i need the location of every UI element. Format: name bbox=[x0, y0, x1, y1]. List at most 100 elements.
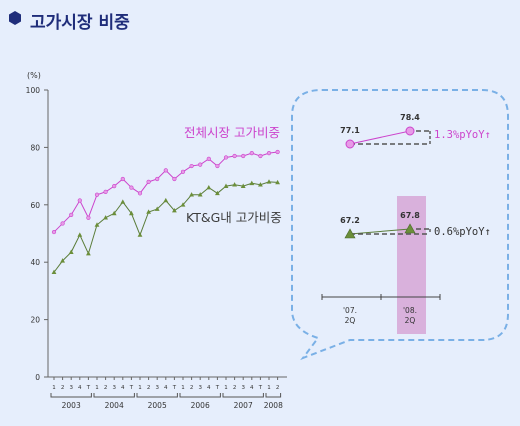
x-tick-label: 2 bbox=[61, 385, 65, 391]
inset-line-total-market bbox=[349, 130, 411, 145]
year-bracket bbox=[93, 393, 135, 398]
hexagon-bullet-icon bbox=[9, 11, 21, 25]
year-bracket bbox=[222, 393, 264, 398]
y-tick-label: 60 bbox=[30, 201, 40, 210]
y-axis-unit-label: (%) bbox=[27, 71, 41, 80]
year-bracket bbox=[50, 393, 92, 398]
data-point-total-market bbox=[146, 179, 151, 184]
x-tick-label: T bbox=[215, 385, 220, 391]
year-bracket bbox=[179, 393, 221, 398]
change-label-total-market: 1.3%pYoY↑ bbox=[434, 129, 491, 141]
slide-title: 고가시장 비중 bbox=[30, 13, 130, 33]
x-tick-label: T bbox=[172, 385, 177, 391]
x-tick-label: 4 bbox=[121, 385, 125, 391]
data-point-ktg bbox=[232, 182, 237, 187]
x-tick-label: 4 bbox=[164, 385, 168, 391]
year-bracket bbox=[136, 393, 178, 398]
data-point-total-market bbox=[103, 189, 108, 194]
inset-category-label: '08. bbox=[403, 306, 417, 315]
data-point-ktg bbox=[180, 202, 186, 207]
x-tick-label: 2 bbox=[233, 385, 237, 391]
inset-value-label: 77.1 bbox=[340, 126, 360, 135]
inset-value-label: 67.2 bbox=[340, 216, 360, 225]
data-point-total-market bbox=[129, 185, 134, 190]
x-tick-label: T bbox=[129, 385, 134, 391]
y-tick-label: 100 bbox=[26, 86, 41, 95]
main-series bbox=[51, 149, 280, 275]
y-tick-label: 80 bbox=[30, 143, 40, 152]
series-line-ktg bbox=[53, 181, 278, 273]
data-point-ktg bbox=[163, 197, 169, 203]
y-tick-label: 40 bbox=[30, 258, 40, 267]
data-point-total-market bbox=[223, 155, 229, 160]
data-point-ktg bbox=[146, 209, 151, 214]
data-point-ktg bbox=[51, 269, 57, 275]
data-point-total-market bbox=[249, 151, 254, 156]
data-point-ktg bbox=[206, 184, 212, 190]
x-tick-label: 4 bbox=[207, 385, 211, 391]
data-point-total-market bbox=[69, 212, 74, 217]
data-point-ktg bbox=[215, 190, 220, 196]
data-point-total-market bbox=[266, 151, 272, 156]
x-tick-label: T bbox=[86, 385, 91, 391]
inset-value-label: 78.4 bbox=[400, 113, 420, 122]
data-point-total-market bbox=[241, 153, 246, 159]
x-tick-label: 3 bbox=[112, 385, 116, 391]
data-point-ktg bbox=[197, 192, 203, 197]
data-point-ktg bbox=[60, 258, 65, 263]
x-tick-label: 1 bbox=[267, 385, 271, 391]
year-label: 2006 bbox=[191, 401, 210, 410]
x-tick-label: 3 bbox=[155, 385, 159, 391]
data-point-ktg bbox=[189, 192, 194, 197]
x-tick-label: 1 bbox=[138, 385, 142, 391]
data-point-total-market bbox=[215, 163, 220, 169]
change-label-ktg: 0.6%pYoY↑ bbox=[434, 226, 491, 238]
data-point-total-market bbox=[60, 221, 65, 226]
data-point-total-market bbox=[155, 176, 160, 182]
x-tick-label: 1 bbox=[224, 385, 228, 391]
data-point-total-market bbox=[189, 163, 194, 169]
data-point-total-market bbox=[77, 198, 82, 203]
x-tick-label: 2 bbox=[276, 385, 280, 391]
data-point-total-market bbox=[86, 215, 91, 220]
data-point-ktg bbox=[240, 183, 246, 188]
data-point-total-market bbox=[94, 192, 100, 197]
inset-category-label: 2Q bbox=[405, 316, 416, 325]
year-bracket bbox=[265, 393, 282, 398]
inset-line-ktg bbox=[349, 228, 411, 235]
data-point-ktg bbox=[94, 222, 100, 227]
data-point-ktg bbox=[77, 232, 83, 237]
data-point-ktg bbox=[154, 206, 160, 211]
data-point-total-market bbox=[275, 149, 280, 155]
x-tick-label: 4 bbox=[250, 385, 254, 391]
x-tick-label: 2 bbox=[147, 385, 151, 391]
data-point-ktg bbox=[111, 210, 117, 216]
data-point-total-market bbox=[198, 162, 203, 167]
year-label: 2005 bbox=[148, 401, 167, 410]
data-point-ktg bbox=[258, 182, 263, 187]
x-tick-label: 3 bbox=[241, 385, 245, 391]
x-tick-label: 2 bbox=[190, 385, 194, 391]
data-point-ktg bbox=[103, 215, 108, 220]
inset-point-ktg bbox=[344, 228, 356, 239]
inset-series: 77.178.41.3%pYoY↑67.267.80.6%pYoY↑'07.2Q… bbox=[340, 113, 491, 325]
data-point-total-market bbox=[180, 169, 186, 174]
data-point-ktg bbox=[275, 179, 280, 185]
inset-point-total-market bbox=[345, 139, 355, 149]
inset-category-label: '07. bbox=[343, 306, 357, 315]
data-point-ktg bbox=[249, 180, 255, 186]
data-point-ktg bbox=[120, 199, 126, 204]
data-point-total-market bbox=[206, 156, 211, 161]
data-point-ktg bbox=[86, 250, 91, 256]
data-point-total-market bbox=[51, 229, 57, 235]
data-point-total-market bbox=[120, 176, 125, 182]
year-label: 2008 bbox=[264, 401, 283, 410]
x-tick-label: 3 bbox=[69, 385, 73, 391]
data-point-total-market bbox=[112, 184, 117, 189]
data-point-ktg bbox=[223, 183, 229, 188]
x-tick-label: T bbox=[258, 385, 263, 391]
data-point-ktg bbox=[129, 210, 134, 216]
data-point-ktg bbox=[266, 179, 272, 184]
